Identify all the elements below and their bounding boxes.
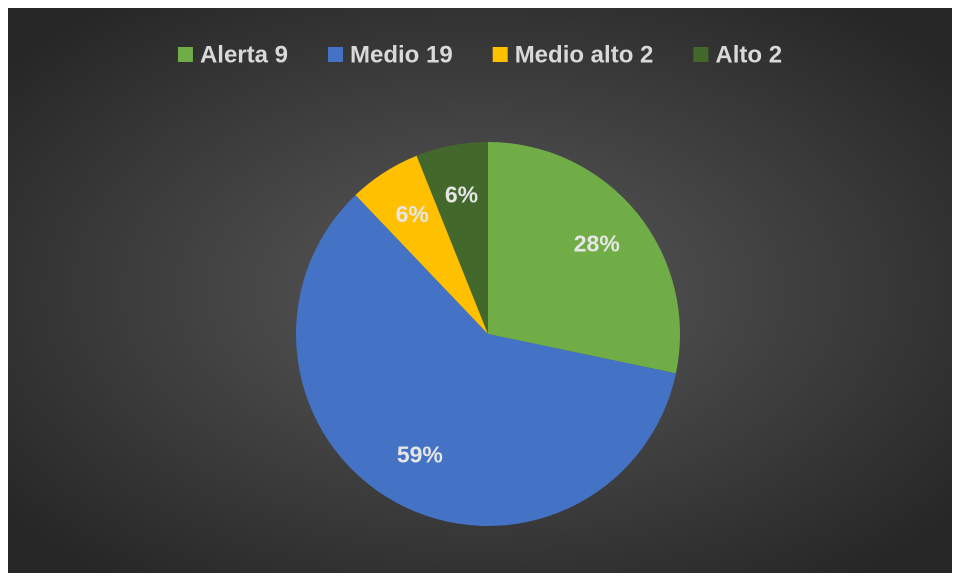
legend-swatch — [492, 47, 508, 62]
legend-swatch — [177, 47, 193, 62]
legend-swatch — [693, 47, 709, 62]
legend-label: Medio alto 2 — [515, 41, 654, 68]
legend-swatch — [327, 47, 343, 62]
pie-slice — [296, 195, 676, 526]
data-label: 59% — [397, 442, 443, 468]
pie-slice — [416, 142, 488, 334]
legend-label: Medio 19 — [350, 41, 453, 68]
data-label: 6% — [445, 181, 478, 207]
data-label: 28% — [574, 231, 620, 257]
data-label: 6% — [396, 201, 429, 227]
legend-label: Alerta 9 — [200, 41, 288, 68]
pie-slice — [488, 142, 680, 374]
pie-slice — [355, 155, 488, 334]
legend-label: Alto 2 — [715, 41, 782, 68]
